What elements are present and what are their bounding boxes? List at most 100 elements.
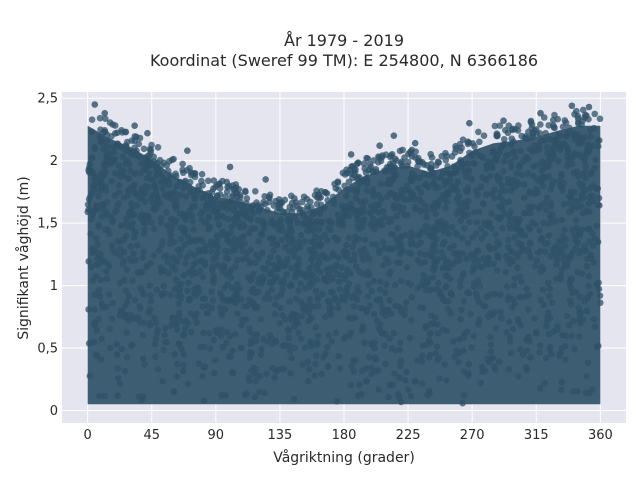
data-point (363, 154, 370, 162)
x-tick-label: 135 (267, 428, 292, 443)
data-point (550, 123, 558, 131)
data-point (298, 198, 306, 206)
data-point (361, 165, 369, 172)
data-point (414, 158, 422, 165)
outlier-point (568, 102, 576, 110)
data-point (435, 159, 443, 166)
data-point (551, 111, 558, 119)
data-point (496, 122, 504, 129)
data-point (135, 140, 143, 148)
chart-title-line-2: Koordinat (Sweref 99 TM): E 254800, N 63… (150, 51, 538, 70)
data-point (350, 165, 358, 172)
data-point (574, 115, 582, 122)
data-points (84, 101, 604, 407)
data-point (223, 188, 231, 196)
data-point (186, 178, 194, 186)
y-tick-label: 1 (50, 279, 58, 294)
x-tick-label: 45 (143, 428, 160, 443)
outlier-point (144, 129, 151, 137)
data-point (266, 194, 273, 202)
data-point (292, 199, 300, 206)
data-point (476, 138, 483, 146)
x-tick-labels: 0 45 90 135 180 225 270 315 360 (83, 428, 612, 443)
outlier-point (585, 103, 593, 111)
y-tick-labels: 0 0,5 1 1,5 2 2,5 (37, 92, 58, 419)
data-point (427, 165, 434, 172)
data-point (253, 199, 260, 206)
data-point (345, 178, 353, 186)
data-point (154, 143, 162, 151)
data-point (532, 126, 540, 133)
data-point (392, 157, 400, 164)
outlier-point (184, 147, 191, 155)
outlier-point (411, 139, 419, 147)
outlier-point (91, 101, 99, 108)
data-point (261, 200, 269, 208)
x-tick-label: 90 (208, 428, 225, 443)
data-point (233, 193, 241, 201)
data-point (370, 157, 377, 164)
y-tick-label: 2 (50, 154, 58, 169)
data-point (243, 195, 251, 202)
data-point (241, 187, 249, 195)
outlier-point (131, 122, 138, 130)
data-point (508, 135, 516, 142)
data-point (561, 117, 569, 124)
data-point (288, 192, 295, 200)
x-tick-label: 315 (524, 428, 549, 443)
data-point (573, 107, 580, 115)
outlier-point (376, 142, 383, 150)
data-point (323, 190, 331, 197)
data-point (210, 177, 218, 184)
y-axis-label: Signifikant våghöjd (m) (15, 176, 32, 339)
outlier-point (101, 109, 109, 117)
data-point (270, 202, 278, 210)
data-point (172, 170, 179, 178)
x-tick-label: 270 (460, 428, 485, 443)
data-point (307, 198, 314, 206)
data-point (96, 114, 104, 122)
data-point (387, 153, 394, 161)
data-point (491, 122, 499, 130)
data-point (412, 148, 419, 155)
x-tick-label: 225 (396, 428, 421, 443)
data-point (150, 153, 158, 161)
data-point (331, 180, 338, 188)
data-point (187, 169, 195, 176)
x-tick-label: 360 (588, 428, 613, 443)
y-tick-label: 0,5 (37, 342, 58, 357)
data-point (101, 115, 109, 122)
outlier-point (466, 119, 473, 127)
data-point (315, 191, 322, 198)
data-point (442, 149, 449, 157)
data-point (399, 146, 406, 154)
data-point (216, 191, 224, 198)
x-axis-label: Vågriktning (grader) (273, 449, 415, 466)
data-point (397, 160, 405, 167)
data-point (537, 121, 544, 128)
outlier-point (537, 109, 544, 117)
data-point (452, 145, 460, 152)
y-tick-label: 1,5 (37, 217, 58, 232)
outlier-point (347, 151, 355, 158)
outlier-point (226, 163, 234, 171)
outlier-point (390, 132, 398, 140)
x-tick-label: 0 (83, 428, 91, 443)
data-point (514, 127, 522, 134)
data-point (360, 160, 368, 167)
y-tick-label: 0 (50, 404, 58, 419)
data-point (179, 160, 186, 168)
data-point (401, 154, 408, 161)
data-point (408, 152, 416, 160)
data-point (286, 203, 294, 211)
data-point (212, 183, 219, 191)
outlier-point (500, 117, 507, 125)
data-point (559, 123, 567, 131)
chart-title-line-1: År 1979 - 2019 (284, 31, 404, 50)
data-point (527, 118, 535, 126)
data-point (545, 121, 553, 129)
data-point (464, 138, 472, 145)
data-point (591, 110, 599, 118)
data-point (583, 112, 590, 119)
data-point (480, 132, 488, 140)
